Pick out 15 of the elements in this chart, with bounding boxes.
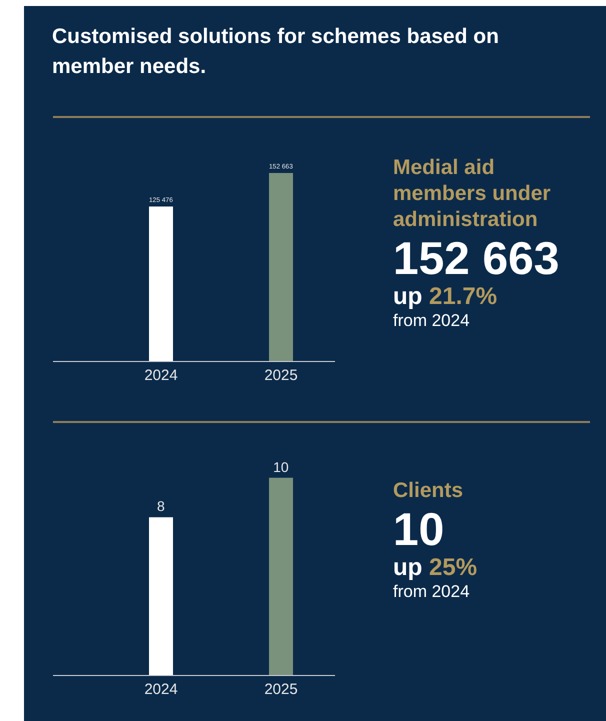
text: from 2024 [393,311,471,331]
x-tick-label: 2025 [264,367,298,384]
text: Customised solutions for schemes based on member needs. [52,24,500,80]
text: from 2024 [393,582,471,602]
text: Medial aid members under administration [393,155,552,233]
text: 10 [393,503,446,555]
x-tick-label: 2025 [264,681,298,698]
data-label: 8 [157,498,165,514]
data-label: 10 [273,458,289,475]
x-tick-label: 2024 [144,367,178,384]
text: up 21.7% [393,283,498,311]
text: 152 663 [393,232,560,284]
text: up 25% [393,554,478,582]
x-tick-label: 2024 [144,681,178,698]
text: Clients [393,478,464,504]
